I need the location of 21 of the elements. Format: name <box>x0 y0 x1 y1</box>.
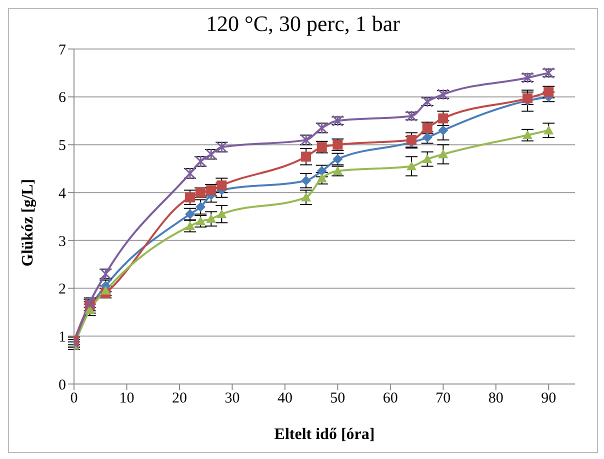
x-tick-label: 0 <box>70 390 78 407</box>
x-tick-label: 40 <box>277 390 292 407</box>
chart-title: 120 °C, 30 perc, 1 bar <box>205 10 401 38</box>
x-tick-label: 90 <box>541 390 556 407</box>
y-tick-label: 7 <box>58 42 66 58</box>
x-tick-label: 60 <box>382 390 398 407</box>
y-tick-label: 0 <box>58 377 66 394</box>
y-tick-label: 2 <box>58 282 66 298</box>
x-tick-label: 20 <box>172 390 187 407</box>
y-tick-label: 6 <box>58 90 66 106</box>
y-tick-label: 3 <box>58 234 66 250</box>
y-tick-label: 1 <box>58 329 66 346</box>
y-tick-label: 4 <box>58 186 66 202</box>
y-tick-label: 5 <box>58 138 66 154</box>
x-tick-label: 10 <box>119 390 134 407</box>
x-tick-label: 50 <box>330 390 346 407</box>
x-axis-title: Eltelt idő [óra] <box>274 426 375 443</box>
x-tick-label: 80 <box>488 390 504 407</box>
y-axis-title: Glükóz [g/L] <box>20 178 37 266</box>
x-tick-label: 70 <box>436 390 451 407</box>
x-tick-label: 30 <box>224 390 240 407</box>
